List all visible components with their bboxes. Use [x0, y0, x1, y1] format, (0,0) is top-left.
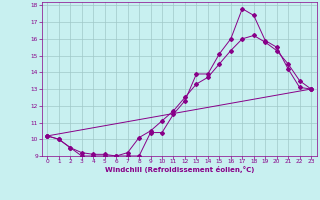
X-axis label: Windchill (Refroidissement éolien,°C): Windchill (Refroidissement éolien,°C): [105, 166, 254, 173]
